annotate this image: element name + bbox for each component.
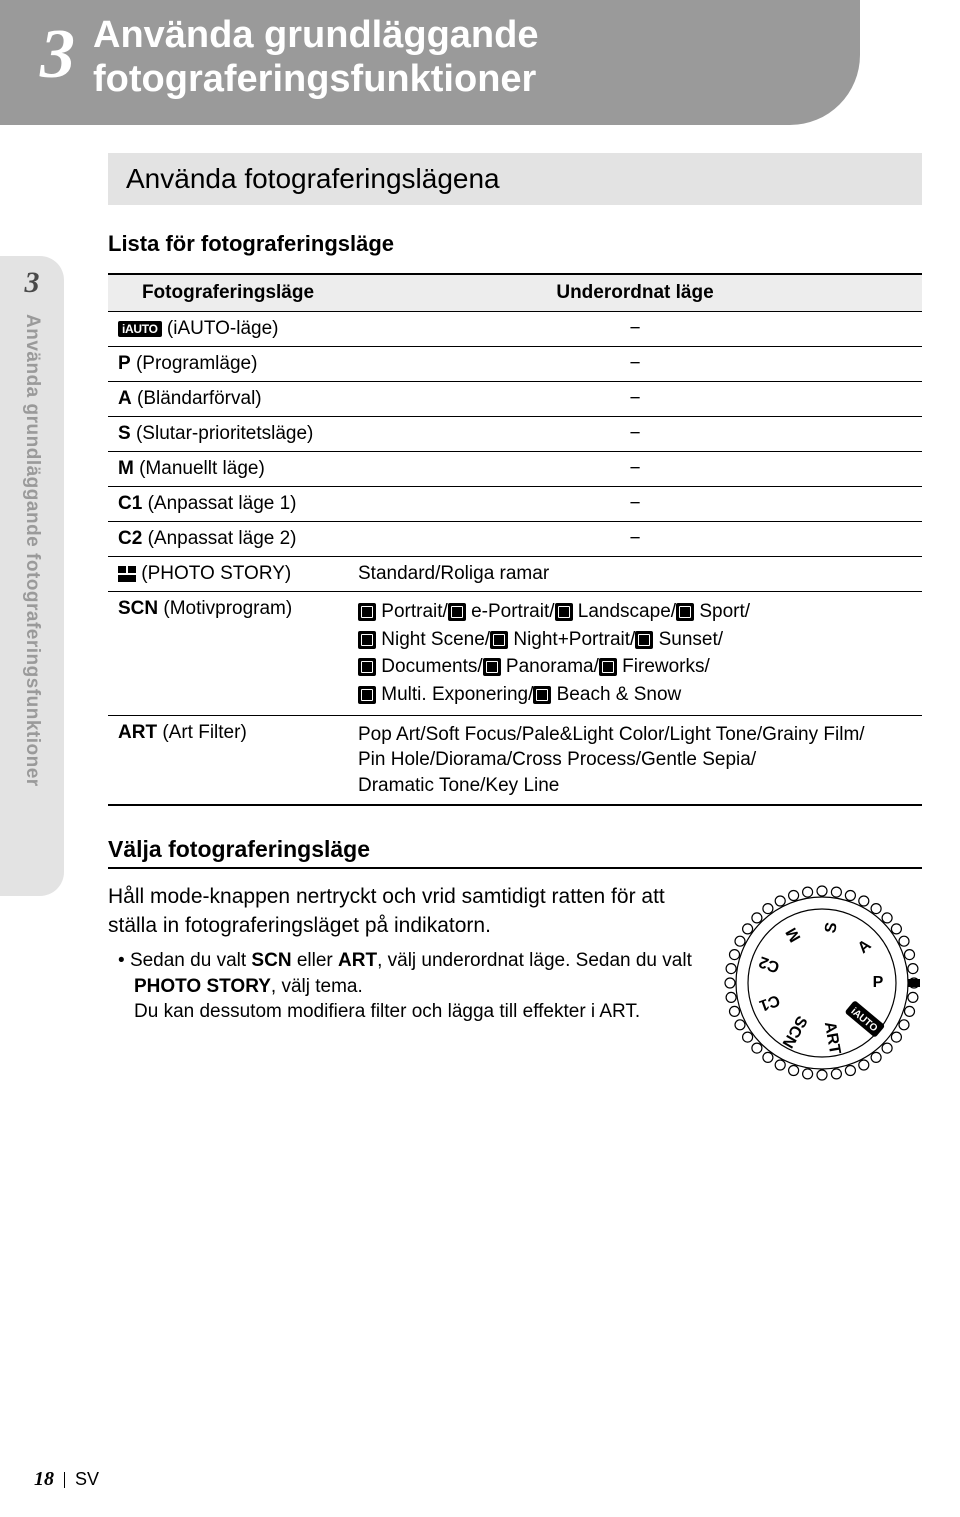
mode-cell: M (Manuellt läge) (108, 452, 348, 487)
mode-symbol: C1 (118, 493, 142, 514)
footer-divider (64, 1472, 65, 1488)
iauto-badge-icon: iAUTO (118, 321, 162, 337)
chapter-number: 3 (40, 14, 75, 90)
chapter-title-line1: Använda grundläggande (93, 14, 538, 56)
sub-mode-cell: − (348, 522, 922, 557)
side-tab-number: 3 (25, 266, 40, 300)
mode-desc: (PHOTO STORY) (141, 563, 291, 584)
bullet-item: Sedan du valt SCN eller ART, välj undero… (108, 948, 704, 1025)
side-tab-text: Använda grundläggande fotograferingsfunk… (21, 314, 43, 787)
sub-mode-cell: − (348, 417, 922, 452)
scene-icon (483, 658, 501, 676)
scene-icon (555, 603, 573, 621)
scene-icon (358, 686, 376, 704)
svg-text:P: P (873, 975, 884, 992)
sub-mode-cell: − (348, 452, 922, 487)
mode-symbol: M (118, 458, 134, 479)
mode-desc: (Anpassat läge 1) (148, 493, 297, 514)
page-number: 18 (34, 1468, 54, 1491)
chapter-title-line2: fotograferingsfunktioner (93, 58, 536, 100)
mode-cell: S (Slutar-prioritetsläge) (108, 417, 348, 452)
list-heading: Lista för fotograferingsläge (108, 231, 922, 257)
mode-table: Fotograferingsläge Underordnat läge iAUT… (108, 273, 922, 806)
mode-cell: SCN (Motivprogram) (108, 592, 348, 715)
scene-icon (490, 631, 508, 649)
sub-mode-cell: Portrait/ e-Portrait/ Landscape/ Sport/ … (348, 592, 922, 715)
sub-mode-cell: − (348, 347, 922, 382)
scene-icon (358, 603, 376, 621)
scene-icon (448, 603, 466, 621)
footer-lang: SV (75, 1469, 99, 1490)
photostory-icon (118, 566, 136, 582)
mode-cell: A (Bländarförval) (108, 382, 348, 417)
sub-mode-cell: − (348, 382, 922, 417)
mode-cell: P (Programläge) (108, 347, 348, 382)
scene-icon (599, 658, 617, 676)
choose-heading: Välja fotograferingsläge (108, 836, 922, 869)
page-footer: 18 SV (34, 1468, 99, 1491)
mode-symbol: A (118, 388, 132, 409)
body-text: Håll mode-knappen nertryckt och vrid sam… (108, 883, 704, 1025)
mode-symbol: P (118, 353, 131, 374)
mode-desc: (iAUTO-läge) (167, 318, 279, 339)
mode-cell: C1 (Anpassat läge 1) (108, 487, 348, 522)
scene-icon (635, 631, 653, 649)
mode-desc: (Bländarförval) (137, 388, 262, 409)
scene-icon (358, 658, 376, 676)
mode-symbol: S (118, 423, 131, 444)
sub-mode-cell: − (348, 312, 922, 347)
sub-mode-cell: Pop Art/Soft Focus/Pale&Light Color/Ligh… (348, 715, 922, 805)
mode-cell: C2 (Anpassat läge 2) (108, 522, 348, 557)
body-paragraph: Håll mode-knappen nertryckt och vrid sam… (108, 883, 704, 940)
mode-desc: (Manuellt läge) (139, 458, 265, 479)
mode-desc: (Programläge) (136, 353, 257, 374)
sub-mode-cell: Standard/Roliga ramar (348, 557, 922, 592)
chapter-title: Använda grundläggande fotograferingsfunk… (93, 14, 538, 101)
mode-dial-icon: MSAPiAUTOARTSCNC1C2 (722, 883, 922, 1083)
mode-desc: (Slutar-prioritetsläge) (136, 423, 313, 444)
mode-cell: ART (Art Filter) (108, 715, 348, 805)
mode-cell: (PHOTO STORY) (108, 557, 348, 592)
section-heading: Använda fotograferingslägena (108, 153, 922, 205)
chapter-header: 3 Använda grundläggande fotograferingsfu… (0, 0, 860, 125)
scene-icon (533, 686, 551, 704)
side-tab: 3 Använda grundläggande fotograferingsfu… (0, 256, 64, 896)
scene-icon (358, 631, 376, 649)
scene-icon (676, 603, 694, 621)
table-head-left: Fotograferingsläge (108, 274, 348, 312)
mode-desc: (Anpassat läge 2) (148, 528, 297, 549)
mode-cell: iAUTO (iAUTO-läge) (108, 312, 348, 347)
sub-mode-cell: − (348, 487, 922, 522)
mode-symbol: C2 (118, 528, 142, 549)
table-head-right: Underordnat läge (348, 274, 922, 312)
